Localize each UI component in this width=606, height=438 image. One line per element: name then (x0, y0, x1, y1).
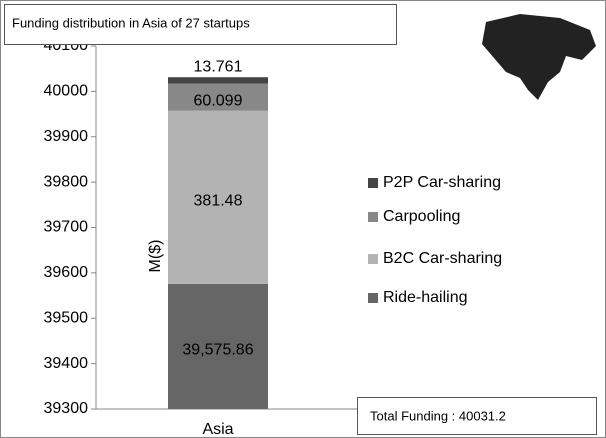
y-tick-label: 40000 (44, 83, 89, 100)
title-box (4, 4, 397, 45)
bar-segment (168, 83, 268, 111)
annotation: Total Funding : 40031.2 (370, 408, 506, 423)
data-label: 13.761 (194, 58, 243, 75)
data-label: 60.099 (194, 92, 243, 109)
y-tick-label: 39800 (44, 173, 89, 190)
data-label: 381.48 (194, 192, 243, 209)
chart-title: Funding distribution in Asia of 27 start… (12, 15, 250, 30)
y-tick-label: 39600 (44, 264, 89, 281)
legend-swatch (368, 254, 378, 264)
annotation-box (357, 397, 597, 435)
legend-label: P2P Car-sharing (383, 174, 501, 191)
x-tick-label: Asia (202, 421, 233, 438)
plot: 39300 39400 39500 39600 39700 39800 39900 40000… (44, 37, 357, 438)
legend-label: Carpooling (383, 208, 460, 225)
legend-swatch (368, 293, 378, 303)
legend-swatch (368, 212, 378, 222)
legend-label: B2C Car-sharing (383, 250, 502, 267)
legend-swatch (368, 178, 378, 188)
bar-segment (168, 110, 268, 284)
y-tick-label: 39700 (44, 219, 89, 236)
bar-segment (168, 77, 268, 84)
y-tick-label: 39900 (44, 128, 89, 145)
legend-label: Ride-hailing (383, 289, 468, 306)
y-tick-label: 39300 (44, 400, 89, 417)
data-label: 39,575.86 (182, 342, 253, 359)
y-tick-label: 39500 (44, 309, 89, 326)
bar-segment (168, 283, 268, 409)
y-axis-label: M($) (147, 240, 164, 273)
y-tick-label: 39400 (44, 355, 89, 372)
asia-map-icon (482, 14, 596, 100)
